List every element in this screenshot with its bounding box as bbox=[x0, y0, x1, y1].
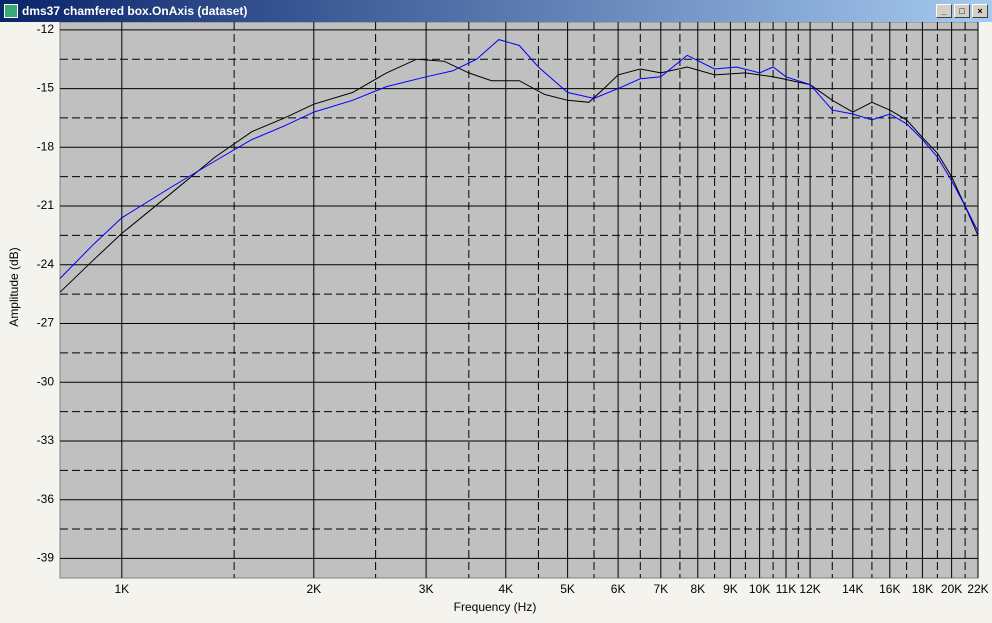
x-axis-label: Frequency (Hz) bbox=[454, 600, 537, 614]
chart: Amplitude (dB) Frequency (Hz) -12 -15 -18 -… bbox=[7, 22, 989, 614]
x-tick-label: 20K bbox=[941, 582, 962, 596]
x-tick-label: 16K bbox=[879, 582, 900, 596]
x-tick-label: 1K bbox=[114, 582, 129, 596]
y-tick-label: -18 bbox=[37, 139, 55, 153]
series-line bbox=[59, 58, 979, 293]
x-tick-label: 11K bbox=[776, 582, 796, 596]
x-tick-label: 5K bbox=[560, 582, 575, 596]
x-tick-label: 3K bbox=[419, 582, 434, 596]
y-tick-label: -21 bbox=[37, 198, 55, 212]
y-tick-label: -27 bbox=[37, 316, 55, 330]
y-tick-label: -33 bbox=[37, 433, 55, 447]
y-tick-label: -39 bbox=[37, 551, 55, 565]
x-tick-label: 7K bbox=[653, 582, 668, 596]
x-tick-label: 4K bbox=[498, 582, 513, 596]
maximize-button[interactable]: □ bbox=[954, 4, 970, 18]
x-tick-label: 8K bbox=[690, 582, 705, 596]
y-tick-label: -36 bbox=[37, 492, 55, 506]
plot-area bbox=[59, 22, 979, 579]
x-tick-label: 18K bbox=[912, 582, 933, 596]
y-tick-label: -30 bbox=[37, 374, 55, 388]
y-tick-label: -15 bbox=[37, 81, 55, 95]
x-tick-label: 9K bbox=[723, 582, 738, 596]
x-tick-label: 6K bbox=[611, 582, 626, 596]
series-line bbox=[59, 39, 979, 279]
x-tick-label: 10K bbox=[749, 582, 770, 596]
x-tick-label: 22K bbox=[967, 582, 988, 596]
title-bar: dms37 chamfered box.OnAxis (dataset) _ □… bbox=[0, 0, 992, 22]
x-tick-label: 14K bbox=[842, 582, 863, 596]
x-tick-label: 12K bbox=[799, 582, 820, 596]
y-axis-label: Amplitude (dB) bbox=[7, 247, 21, 326]
y-tick-label: -12 bbox=[37, 22, 55, 36]
close-button[interactable]: × bbox=[972, 4, 988, 18]
x-tick-label: 2K bbox=[306, 582, 321, 596]
window-title: dms37 chamfered box.OnAxis (dataset) bbox=[22, 4, 248, 18]
y-tick-label: -24 bbox=[37, 257, 55, 271]
app-icon bbox=[4, 4, 18, 18]
minimize-button[interactable]: _ bbox=[936, 4, 952, 18]
